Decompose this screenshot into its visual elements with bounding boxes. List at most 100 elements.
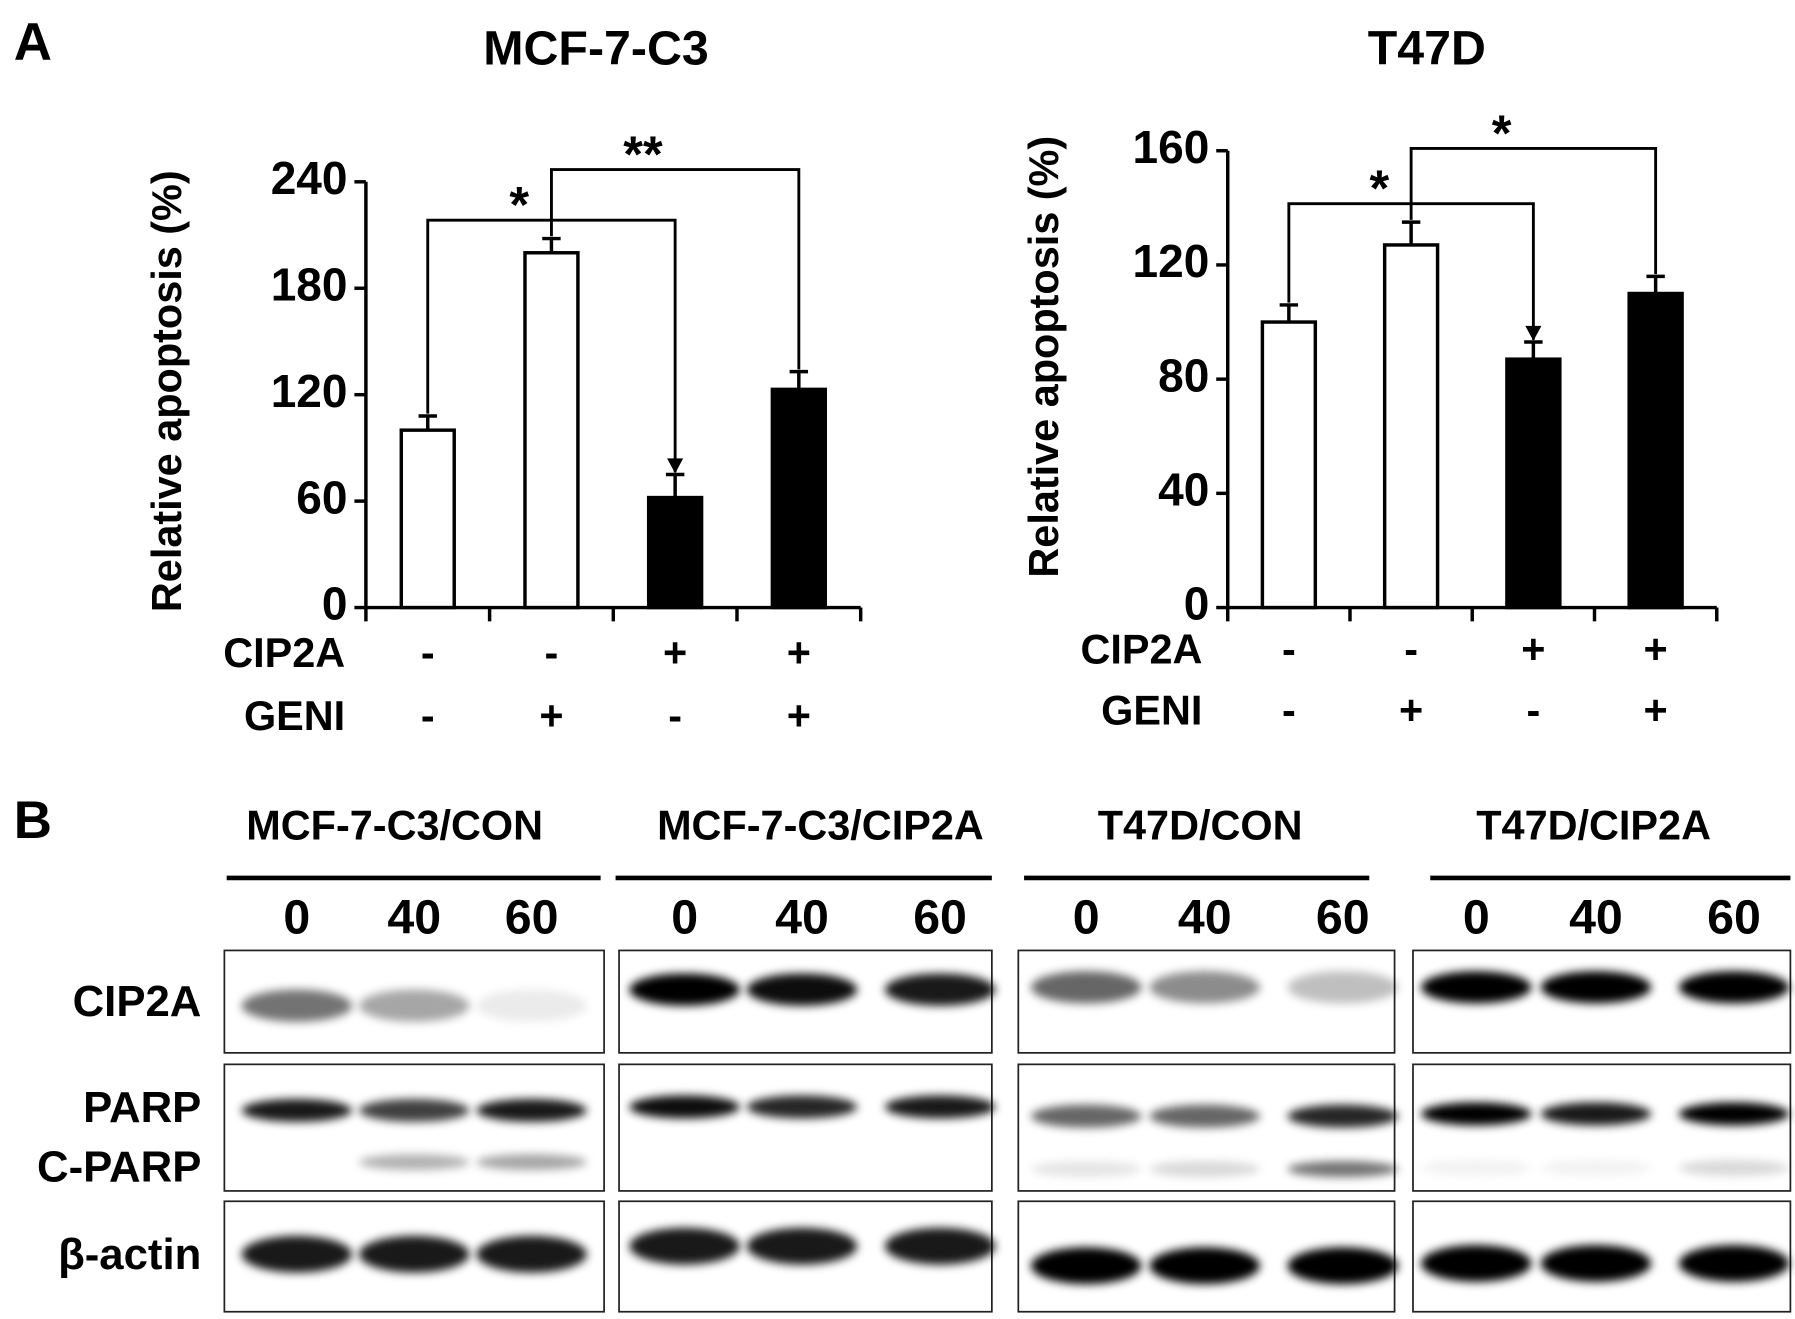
blot-band bbox=[884, 973, 996, 1006]
group-label: T47D/CON bbox=[1098, 802, 1303, 848]
significance-label: ** bbox=[623, 125, 663, 182]
lane-label: 40 bbox=[387, 890, 441, 944]
blot-band bbox=[1149, 1161, 1260, 1178]
condition-value: - bbox=[421, 630, 435, 676]
lane-label: 0 bbox=[283, 890, 310, 944]
panel-label: A bbox=[14, 13, 52, 72]
blot-band bbox=[1540, 1245, 1652, 1282]
error-bar bbox=[1646, 274, 1665, 294]
condition-value: - bbox=[1404, 626, 1418, 672]
blot-band bbox=[1540, 971, 1652, 1004]
row-label: CIP2A bbox=[73, 977, 202, 1026]
condition-value: + bbox=[1644, 626, 1668, 672]
blot-band bbox=[476, 1154, 587, 1171]
condition-label: GENI bbox=[244, 693, 345, 739]
error-bar bbox=[418, 414, 437, 431]
error-bar bbox=[1401, 220, 1421, 245]
lane-label: 0 bbox=[671, 890, 698, 944]
error-bar bbox=[542, 236, 561, 253]
y-tick-label: 0 bbox=[1184, 578, 1210, 630]
blot-band bbox=[1678, 1102, 1790, 1126]
y-axis-label: Relative apoptosis (%) bbox=[144, 170, 190, 612]
blot-band bbox=[1421, 971, 1532, 1004]
condition-label: CIP2A bbox=[1080, 626, 1202, 672]
y-tick-label: 160 bbox=[1133, 121, 1210, 173]
blot-band bbox=[241, 1098, 353, 1122]
y-tick-label: 180 bbox=[271, 258, 348, 310]
bar bbox=[1627, 291, 1684, 610]
blot-band bbox=[629, 1095, 740, 1119]
chart-title: T47D bbox=[1368, 22, 1486, 76]
bar bbox=[770, 387, 828, 610]
condition-label: CIP2A bbox=[223, 630, 345, 676]
blot-band bbox=[1030, 971, 1142, 1004]
blot-band bbox=[359, 1235, 470, 1273]
blot-band bbox=[359, 1154, 470, 1171]
y-tick-label: 80 bbox=[1158, 349, 1209, 401]
blot-band bbox=[359, 989, 470, 1022]
bar bbox=[399, 428, 456, 610]
blot-band bbox=[746, 973, 858, 1006]
condition-value: + bbox=[1644, 687, 1668, 733]
lane-label: 60 bbox=[1707, 890, 1761, 944]
condition-value: - bbox=[1282, 626, 1296, 672]
bar bbox=[1382, 243, 1440, 610]
significance-bracket bbox=[1409, 147, 1658, 275]
lane-label: 60 bbox=[505, 890, 559, 944]
blot-band bbox=[1421, 1245, 1532, 1282]
bar bbox=[1260, 320, 1318, 610]
row-label: C-PARP bbox=[37, 1143, 201, 1192]
blot-band bbox=[746, 1227, 858, 1265]
blot-band bbox=[884, 1095, 996, 1119]
lane-label: 40 bbox=[1569, 890, 1623, 944]
blot-band bbox=[746, 1095, 858, 1119]
significance-bracket bbox=[550, 168, 801, 370]
lane-label: 0 bbox=[1073, 890, 1100, 944]
blot-band bbox=[476, 989, 587, 1022]
arrow-head bbox=[667, 458, 684, 474]
blot-band bbox=[1421, 1102, 1532, 1126]
blot-band bbox=[241, 1235, 353, 1273]
condition-value: - bbox=[668, 693, 682, 739]
bar bbox=[523, 251, 580, 610]
y-tick-label: 120 bbox=[271, 365, 348, 417]
y-tick-label: 60 bbox=[296, 471, 347, 523]
lane-label: 0 bbox=[1463, 890, 1490, 944]
blot-band bbox=[629, 973, 740, 1006]
row-label: PARP bbox=[83, 1083, 201, 1132]
y-tick-label: 0 bbox=[322, 578, 348, 630]
blot-band bbox=[1149, 1247, 1260, 1285]
lane-label: 40 bbox=[1178, 890, 1232, 944]
blot-band bbox=[1030, 1104, 1142, 1128]
condition-label: GENI bbox=[1101, 687, 1202, 733]
significance-label: * bbox=[1369, 160, 1389, 217]
blot-band bbox=[476, 1098, 587, 1122]
bar bbox=[646, 495, 704, 610]
condition-value: + bbox=[663, 630, 687, 676]
bar bbox=[1505, 357, 1562, 610]
blot-panel bbox=[223, 1063, 605, 1192]
condition-value: + bbox=[787, 693, 811, 739]
lane-label: 40 bbox=[775, 890, 829, 944]
y-tick-label: 240 bbox=[271, 152, 348, 204]
blot-band bbox=[1287, 971, 1399, 1004]
significance-label: * bbox=[1492, 104, 1512, 161]
blot-band bbox=[241, 989, 353, 1022]
blot-band bbox=[1540, 1102, 1652, 1126]
error-bar bbox=[789, 369, 809, 390]
y-tick-label: 40 bbox=[1158, 464, 1209, 516]
group-label: MCF-7-C3/CON bbox=[246, 802, 543, 848]
blot-band bbox=[1421, 1159, 1532, 1176]
blot-band bbox=[1678, 971, 1790, 1004]
error-bar bbox=[1524, 340, 1543, 360]
blot-band bbox=[1678, 1159, 1790, 1176]
blot-band bbox=[1149, 971, 1260, 1004]
group-label: T47D/CIP2A bbox=[1476, 802, 1711, 848]
significance-label: * bbox=[509, 176, 529, 233]
condition-value: + bbox=[1521, 626, 1545, 672]
condition-value: - bbox=[1282, 687, 1296, 733]
condition-value: - bbox=[545, 630, 559, 676]
blot-band bbox=[476, 1235, 587, 1273]
